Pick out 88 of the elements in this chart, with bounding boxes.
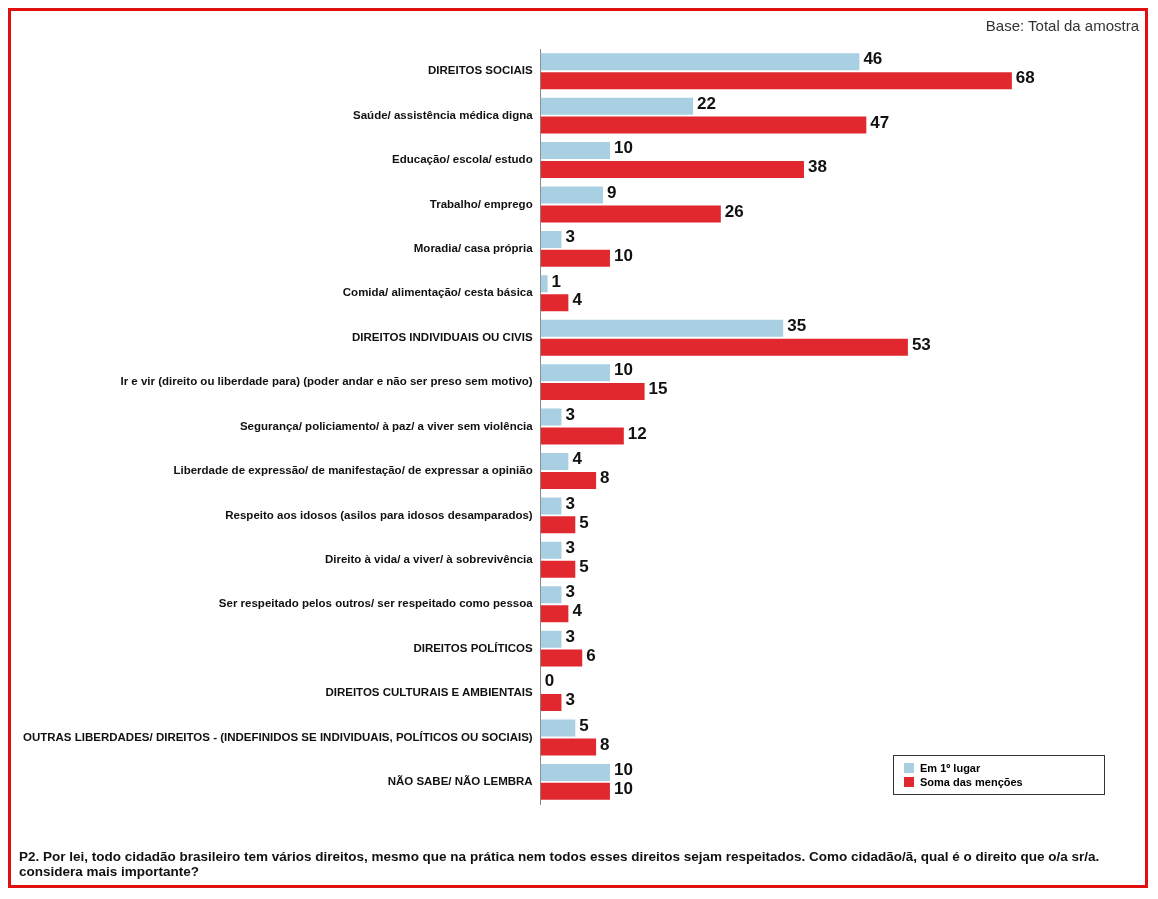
- y-tick-label: DIREITOS SOCIAIS: [428, 64, 533, 77]
- data-label: 5: [579, 556, 589, 576]
- data-label: 26: [724, 201, 744, 221]
- data-label: 46: [863, 49, 883, 69]
- data-label: 68: [1015, 68, 1035, 88]
- bar: [540, 97, 694, 115]
- bar: [540, 383, 645, 401]
- bar: [540, 694, 562, 711]
- bar: [540, 738, 597, 756]
- data-label: 35: [787, 315, 807, 335]
- y-tick-label: Ir e vir (direito ou liberdade para) (poder andar e não ser preso sem motivo): [120, 375, 533, 388]
- data-label: 8: [600, 468, 610, 488]
- data-label: 6: [586, 645, 596, 665]
- y-tick-label: Segurança/ policiamento/ à paz/ a viver sem violência: [239, 419, 534, 432]
- bar: [540, 53, 860, 71]
- data-label: 9: [607, 182, 617, 202]
- bar: [540, 630, 562, 648]
- bar: [540, 205, 721, 223]
- y-tick-label: Saúde/ assistência médica digna: [353, 108, 534, 121]
- y-tick-label: Educação/ escola/ estudo: [392, 153, 533, 166]
- bar: [540, 294, 569, 312]
- bar: [540, 471, 597, 489]
- data-label: 22: [697, 93, 717, 113]
- data-label: 12: [627, 423, 647, 443]
- data-label: 8: [600, 734, 610, 754]
- data-label: 3: [565, 493, 575, 513]
- y-tick-label: Trabalho/ emprego: [429, 197, 533, 210]
- y-tick-label: Liberdade de expressão/ de manifestação/ de expressar a opinião: [173, 464, 533, 477]
- text: P2. Por lei, todo cidadão brasileiro tem vários direitos, mesmo que na prática nem todos esses direitos sejam respeitados. Como cidadão/ã, qual é o direito que o/a sr/a. considera mais importante?: [19, 849, 1101, 879]
- bar: [540, 586, 562, 604]
- data-label: 0: [544, 671, 555, 691]
- data-label: 47: [870, 112, 890, 132]
- data-label: 10: [613, 760, 633, 780]
- data-label: 53: [911, 334, 931, 354]
- y-tick-label: OUTRAS LIBERDADES/ DIREITOS - (INDEFINIDOS SE INDIVIDUAIS, POLÍTICOS OU SOCIAIS): [22, 730, 533, 743]
- data-label: 4: [572, 601, 583, 621]
- data-label: 1: [551, 271, 562, 291]
- bar: [540, 116, 867, 134]
- text: Base: Total da amostra: [985, 17, 1139, 34]
- bar: [540, 249, 610, 267]
- data-label: 38: [807, 157, 827, 177]
- bar: [540, 72, 1012, 90]
- y-tick-label: Ser respeitado pelos outros/ ser respeitado como pessoa: [218, 597, 534, 610]
- bar: [540, 649, 583, 667]
- data-label: 3: [565, 227, 575, 247]
- bar: [540, 408, 562, 426]
- bar: [540, 719, 576, 737]
- data-label: 15: [648, 379, 668, 399]
- data-label: 3: [565, 582, 575, 602]
- bar: [540, 319, 784, 337]
- bar: [540, 605, 569, 623]
- data-label: 10: [613, 360, 633, 380]
- legend-label: Em 1º lugar: [920, 762, 981, 774]
- y-tick-label: DIREITOS INDIVIDUAIS OU CIVIS: [352, 330, 533, 343]
- bar: [540, 763, 610, 781]
- bar: [540, 560, 576, 578]
- bar: [540, 160, 804, 178]
- bar: [540, 364, 610, 382]
- data-label: 3: [565, 404, 575, 424]
- data-label: 4: [572, 290, 583, 310]
- data-label: 4: [572, 449, 583, 469]
- data-label: 3: [565, 690, 575, 710]
- data-label: 3: [565, 626, 575, 646]
- bar: [540, 427, 624, 445]
- y-tick-label: Comida/ alimentação/ cesta básica: [342, 286, 534, 299]
- data-label: 10: [613, 138, 633, 158]
- data-label: 10: [613, 779, 633, 799]
- bar: [540, 497, 562, 515]
- bar: [540, 142, 610, 160]
- bar: [540, 230, 562, 248]
- data-label: 10: [613, 246, 633, 266]
- legend-label: Soma das menções: [920, 776, 1023, 788]
- y-tick-label: Moradia/ casa própria: [413, 242, 534, 255]
- bar: [540, 186, 604, 204]
- bar: [540, 516, 576, 534]
- y-tick-label: Direito à vida/ a viver/ à sobrevivência: [324, 552, 534, 565]
- bar: [540, 453, 569, 471]
- bar: [540, 782, 610, 800]
- bar: [540, 338, 908, 356]
- y-tick-label: Respeito aos idosos (asilos para idosos desamparados): [225, 508, 533, 521]
- data-label: 5: [579, 512, 589, 532]
- y-tick-label: NÃO SABE/ NÃO LEMBRA: [387, 775, 533, 788]
- data-label: 5: [579, 715, 589, 735]
- data-label: 3: [565, 538, 575, 558]
- y-tick-label: DIREITOS CULTURAIS E AMBIENTAIS: [325, 686, 533, 699]
- bar: [540, 275, 548, 293]
- bar: [540, 541, 562, 559]
- y-tick-label: DIREITOS POLÍTICOS: [413, 641, 533, 654]
